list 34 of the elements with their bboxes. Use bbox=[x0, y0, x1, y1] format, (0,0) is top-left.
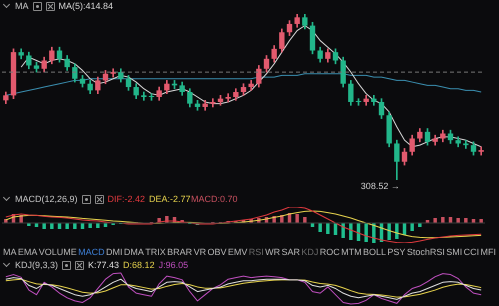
text: MA(5):414.84 bbox=[58, 0, 114, 12]
text: DEA:-2.77 bbox=[149, 193, 191, 205]
series-label: D:68.12 bbox=[123, 259, 155, 271]
text: SMI bbox=[446, 246, 462, 259]
text: DMI bbox=[106, 246, 123, 259]
text: TRIX bbox=[145, 246, 166, 259]
text: ROC bbox=[320, 246, 340, 259]
text: MFI bbox=[480, 246, 496, 259]
text: EMV bbox=[228, 246, 248, 259]
text: EMA bbox=[18, 246, 38, 259]
text: OBV bbox=[207, 246, 226, 259]
text: RSI bbox=[248, 246, 264, 259]
chart-title: MA bbox=[15, 0, 28, 12]
series-label: MACD:0.70 bbox=[191, 193, 238, 205]
text: MA bbox=[3, 246, 16, 259]
text: StochRSI bbox=[406, 246, 445, 259]
text: DIF:-2.42 bbox=[108, 193, 146, 205]
text: WR bbox=[265, 246, 280, 259]
chart-title: KDJ(9,3,3) bbox=[15, 259, 58, 271]
series-label: J:96.05 bbox=[158, 259, 188, 271]
series-label: K:77.43 bbox=[88, 259, 120, 271]
text: SAR bbox=[282, 246, 300, 259]
text: 308.52 → bbox=[360, 180, 400, 191]
text: KDJ bbox=[301, 246, 318, 259]
text: CCI bbox=[464, 246, 480, 259]
text: MTM bbox=[341, 246, 362, 259]
text: PSY bbox=[387, 246, 406, 259]
text: VR bbox=[194, 246, 206, 259]
chart-title: MACD(12,26,9) bbox=[15, 193, 78, 205]
text: DMA bbox=[124, 246, 144, 259]
text: MACD bbox=[78, 246, 105, 259]
text: BRAR bbox=[167, 246, 192, 259]
text: BOLL bbox=[363, 246, 386, 259]
text: VOLUME bbox=[38, 246, 77, 259]
